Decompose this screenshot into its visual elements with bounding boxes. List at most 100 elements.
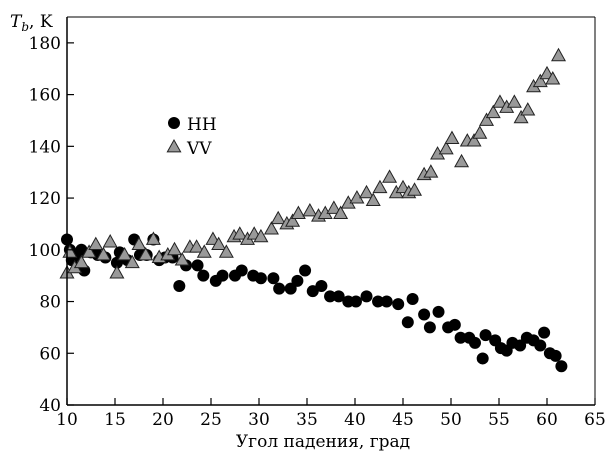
data-point-vv xyxy=(138,246,154,261)
data-point-hh xyxy=(306,285,319,298)
data-point-vv xyxy=(189,239,205,253)
y-tick-label: 100 xyxy=(29,241,61,261)
x-tick-label: 50 xyxy=(440,410,462,430)
series-hh xyxy=(61,233,568,373)
y-tick-label: 40 xyxy=(39,396,61,416)
data-point-vv xyxy=(302,202,318,217)
x-tick-label: 45 xyxy=(392,410,414,430)
data-point-vv xyxy=(102,234,118,248)
data-point-vv xyxy=(263,221,279,235)
data-point-vv xyxy=(444,130,460,144)
x-axis-title: Угол падения, град xyxy=(236,432,410,451)
x-tick-label: 10 xyxy=(56,410,78,430)
data-point-vv xyxy=(466,133,482,147)
data-point-hh xyxy=(235,264,248,277)
y-axis-title: Tb, K xyxy=(10,12,53,34)
data-point-hh xyxy=(173,280,186,293)
data-point-vv xyxy=(211,236,227,251)
axes: 40 60 80 100 120 140 160 180 10 15 20 25 30 35 40 45 50 5… xyxy=(10,12,605,451)
data-point-hh xyxy=(406,292,419,305)
data-point-hh xyxy=(392,298,405,311)
data-point-hh xyxy=(191,259,204,272)
data-point-hh xyxy=(291,274,304,287)
data-point-hh xyxy=(332,290,345,303)
x-tick-label: 60 xyxy=(536,410,558,430)
x-tick-label: 20 xyxy=(152,410,174,430)
data-point-hh xyxy=(197,269,210,282)
y-tick-label: 120 xyxy=(29,189,61,209)
data-point-vv xyxy=(472,125,488,139)
data-point-hh xyxy=(423,321,436,334)
data-point-hh xyxy=(479,329,492,342)
data-point-vv xyxy=(492,94,508,108)
data-point-vv xyxy=(551,47,567,62)
data-point-vv xyxy=(513,109,529,124)
data-point-vv xyxy=(270,210,286,225)
data-point-hh xyxy=(469,336,481,349)
data-point-hh xyxy=(315,280,328,293)
data-point-hh xyxy=(432,305,445,318)
data-point-vv xyxy=(253,228,269,243)
x-tick-label: 30 xyxy=(248,410,270,430)
data-point-hh xyxy=(418,308,431,321)
x-tick-label: 55 xyxy=(488,410,510,430)
data-point-hh xyxy=(360,290,373,303)
data-point-vv xyxy=(485,104,501,119)
data-point-hh xyxy=(538,326,551,339)
data-point-vv xyxy=(109,265,125,279)
data-point-vv xyxy=(407,182,423,196)
data-point-hh xyxy=(284,282,297,295)
data-point-vv xyxy=(167,241,183,256)
data-point-hh xyxy=(454,331,467,344)
data-point-hh xyxy=(216,269,229,282)
x-tick-label: 65 xyxy=(584,410,605,430)
data-point-vv xyxy=(545,71,561,85)
data-point-hh xyxy=(448,318,461,331)
data-point-vv xyxy=(479,112,495,126)
data-point-vv xyxy=(131,236,147,251)
data-point-hh xyxy=(267,272,280,285)
data-point-vv xyxy=(506,94,522,108)
x-tick-label: 35 xyxy=(296,410,318,430)
y-tick-label: 140 xyxy=(29,137,61,157)
legend-marker-hh xyxy=(168,117,180,129)
data-point-vv xyxy=(218,244,234,258)
series-vv xyxy=(59,47,567,279)
x-tick-label: 40 xyxy=(344,410,366,430)
y-tick-label: 180 xyxy=(29,34,61,54)
data-point-vv xyxy=(520,102,536,116)
data-point-hh xyxy=(534,339,547,352)
data-point-vv xyxy=(232,226,248,240)
data-point-vv xyxy=(372,179,388,194)
legend-marker-vv xyxy=(166,138,182,153)
data-point-vv xyxy=(359,184,375,199)
data-point-vv xyxy=(124,254,140,269)
data-point-hh xyxy=(380,295,393,308)
data-point-vv xyxy=(438,140,454,155)
y-tick-label: 80 xyxy=(39,293,61,313)
data-point-hh xyxy=(555,360,568,373)
y-tick-label: 160 xyxy=(29,86,61,106)
data-point-vv xyxy=(196,244,212,258)
data-point-vv xyxy=(88,236,104,251)
data-point-vv xyxy=(382,169,398,183)
data-point-vv xyxy=(290,205,306,219)
data-point-hh xyxy=(476,352,489,365)
data-point-vv xyxy=(454,153,470,168)
data-point-vv xyxy=(326,200,342,214)
data-point-hh xyxy=(273,282,286,295)
data-point-hh xyxy=(549,349,562,362)
data-point-hh xyxy=(349,295,362,308)
data-point-vv xyxy=(532,73,548,88)
data-point-vv xyxy=(81,244,97,258)
legend: HH VV xyxy=(166,115,217,159)
data-point-vv xyxy=(333,205,349,219)
data-point-hh xyxy=(254,272,267,285)
x-tick-label: 15 xyxy=(104,410,126,430)
x-tick-label: 25 xyxy=(200,410,222,430)
data-point-vv xyxy=(365,192,381,207)
data-point-hh xyxy=(324,290,337,303)
data-point-hh xyxy=(299,264,312,277)
data-point-vv xyxy=(423,164,439,178)
